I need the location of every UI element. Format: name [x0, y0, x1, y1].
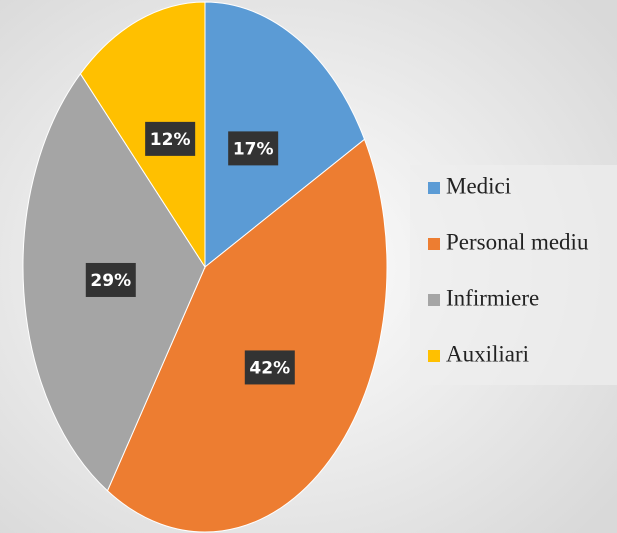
legend-label: Medici: [446, 173, 511, 198]
data-label: 29%: [90, 271, 131, 291]
data-label: 12%: [150, 130, 191, 150]
legend-swatch: [428, 350, 440, 362]
data-label: 17%: [233, 139, 274, 159]
legend-label: Personal mediu: [446, 229, 589, 254]
legend-swatch: [428, 238, 440, 250]
legend-swatch: [428, 182, 440, 194]
data-label-box: [145, 121, 196, 156]
legend-box: [410, 165, 617, 385]
legend-label: Infirmiere: [446, 285, 539, 310]
legend-swatch: [428, 294, 440, 306]
data-label-box: [244, 350, 295, 385]
data-label-box: [85, 262, 136, 297]
data-label-box: [228, 131, 279, 166]
pie-slice: [79, 1, 206, 269]
pie-slice: [204, 1, 366, 269]
legend-label: Auxiliari: [446, 341, 529, 366]
data-label: 42%: [249, 358, 290, 378]
pie-slice: [106, 138, 388, 533]
